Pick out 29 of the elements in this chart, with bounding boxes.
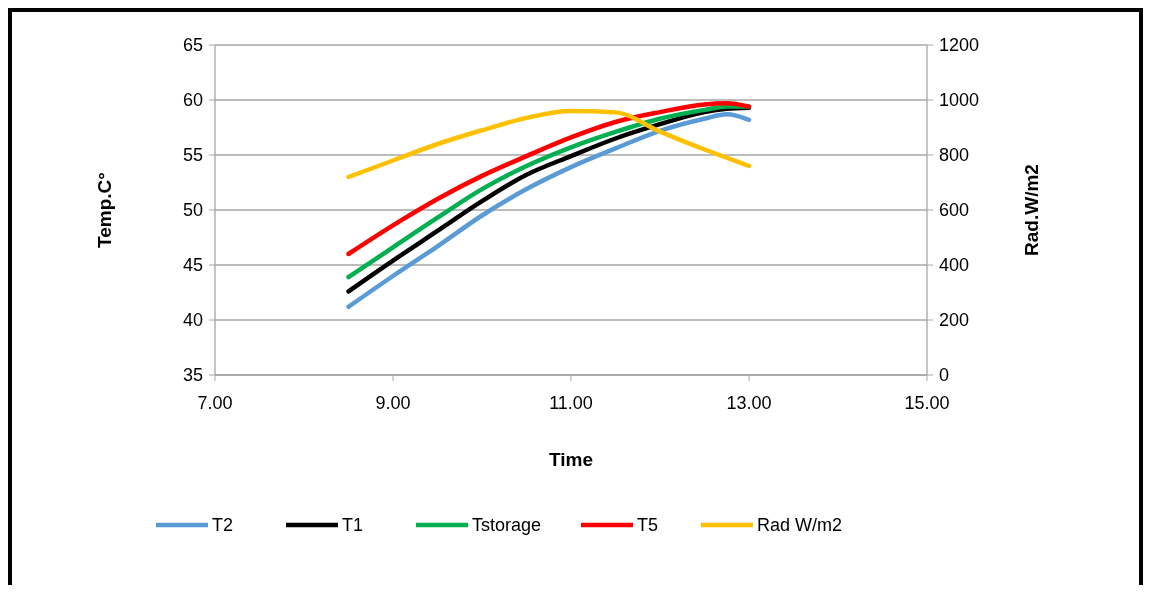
y-tick-label: 35: [182, 365, 203, 386]
legend-label: T5: [637, 515, 659, 535]
y2-axis-title: Rad.W/m2: [1021, 164, 1042, 256]
y2-tick-label: 400: [939, 255, 970, 276]
y2-tick-label: 0: [939, 365, 950, 386]
legend-label: Rad W/m2: [757, 515, 843, 535]
y2-tick-label: 200: [939, 310, 970, 331]
x-tick-label: 9.00: [375, 393, 411, 413]
y2-tick-label: 600: [939, 200, 970, 221]
line-series: [346, 108, 752, 180]
y-tick-label: 40: [182, 310, 203, 331]
x-tick-label: 15.00: [904, 393, 950, 413]
x-tick-label: 13.00: [726, 393, 772, 413]
legend-label: T1: [342, 515, 364, 535]
y-tick-label: 60: [182, 90, 203, 111]
y2-tick-label: 1000: [939, 90, 980, 111]
legend-label: T2: [212, 515, 234, 535]
page-frame: 35 40 45 50 55 60 65 0 200 400 600 800 1000 1200 7.00 9.00 11.00 13.00 15.00 Time Temp.C° Rad.W/m2 T2 T1 Tstorage T5 Rad W/m2: [8, 8, 1143, 585]
y-tick-label: 55: [182, 145, 203, 166]
y2-tick-label: 1200: [939, 35, 980, 56]
y2-tick-label: 800: [939, 145, 970, 166]
x-axis-title: Time: [548, 449, 594, 470]
y-tick-label: 65: [182, 35, 203, 56]
legend-label: Tstorage: [472, 515, 542, 535]
y-axis-title: Temp.C°: [94, 172, 115, 248]
y-tick-label: 50: [182, 200, 203, 221]
x-tick-label: 11.00: [549, 393, 593, 413]
x-tick-label: 7.00: [197, 393, 233, 413]
y-tick-label: 45: [182, 255, 203, 276]
